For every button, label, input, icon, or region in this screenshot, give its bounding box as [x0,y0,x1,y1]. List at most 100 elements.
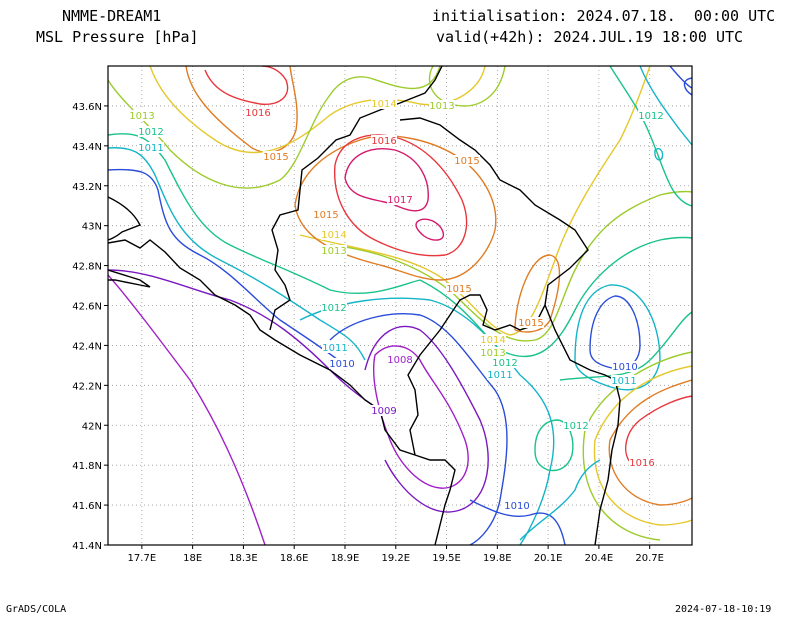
contour-label: 1013 [480,348,505,359]
contour-1015-center [294,135,497,281]
contour-label-bg [263,151,289,162]
contour-1017-small [415,218,445,241]
lat-tick-label: 42.6N [72,302,102,313]
lon-tick-label: 18.6E [280,553,309,564]
contour-label-bg [322,342,348,353]
border-kosovo [544,304,621,545]
contour-label: 1014 [371,99,396,110]
lat-tick-label: 42.2N [72,381,102,392]
lat-tick-label: 42N [82,421,102,432]
contour-label-bg [612,361,638,372]
contour-label-bg [518,317,544,328]
contour-label: 1013 [321,246,346,257]
contour-label-bg [321,229,347,240]
contour-1011-east [574,284,661,391]
contour-1014-se [593,365,692,526]
contour-label-bg [321,245,347,256]
lon-tick-label: 19.2E [381,553,410,564]
contour-layer [108,66,692,545]
contour-label: 1015 [454,156,479,167]
contour-1012-south [559,311,692,381]
contour-label: 1013 [429,101,454,112]
contour-1008-low [372,345,469,489]
lon-tick-label: 18.3E [229,553,258,564]
contour-label-bg [329,358,355,369]
contour-label-bg [480,334,506,345]
lon-tick-label: 20.1E [534,553,563,564]
contour-label: 1014 [321,230,346,241]
contour-label: 1011 [138,143,163,154]
contour-label: 1016 [245,108,270,119]
footer-left: GrADS/COLA [6,604,67,615]
contour-label: 1011 [611,376,636,387]
contour-label-bg [629,457,655,468]
grid-lines [108,66,692,546]
contour-label-bg [492,357,518,368]
contour-label: 1012 [638,111,663,122]
coastline [108,196,456,545]
contour-label-bg [563,420,589,431]
contour-label-bg [321,302,347,313]
lat-tick-label: 43.2N [72,182,102,193]
axis-ticks: 17.7E 18E 18.3E 18.6E 18.9E 19.2E 19.5E 19.8E 20… [72,102,664,564]
lat-tick-label: 42.4N [72,341,102,352]
contour-1010-low [329,313,508,545]
contour-label-bg [487,369,513,380]
contour-label: 1013 [129,111,154,122]
contour-label: 1014 [480,335,505,346]
contour-1013-mid [329,190,692,342]
init-time: initialisation: 2024.07.18. 00:00 UTC [432,7,776,25]
lon-tick-label: 20.7E [635,553,664,564]
lat-tick-label: 41.4N [72,541,102,552]
contour-1017 [344,148,429,212]
contour-1012-ne [609,66,692,207]
contour-label: 1010 [329,359,354,370]
contour-label: 1016 [371,136,396,147]
contour-label: 1008 [387,355,412,366]
lon-tick-label: 19.5E [432,553,461,564]
contour-label-bg [638,110,664,121]
contour-label-bg [129,110,155,121]
contour-1010-east [589,295,641,370]
contour-label: 1017 [387,195,412,206]
contour-label-bg [454,155,480,166]
contour-1012-mid [419,236,692,357]
contour-label-bg [371,135,397,146]
lon-tick-label: 20.4E [585,553,614,564]
contour-label: 1010 [612,362,637,373]
contour-label-bg [387,194,413,205]
variable-title: MSL Pressure [hPa] [36,28,199,46]
contour-label-bg [387,354,413,365]
contour-label: 1016 [629,458,654,469]
contour-1013-ring [428,66,506,107]
contour-label-bg [504,500,530,511]
contour-1015-nw [185,66,298,153]
contour-1013-top [108,66,441,189]
contour-1016-east [624,395,692,463]
valid-time: valid(+42h): 2024.JUL.19 18:00 UTC [436,28,744,46]
contour-label: 1011 [322,343,347,354]
contour-label: 1012 [492,358,517,369]
contour-1011-left [108,147,366,361]
contour-label-bg [138,142,164,153]
contour-label: 1009 [371,406,396,417]
border-montenegro [269,66,443,331]
contour-label-bg [245,107,271,118]
lon-tick-label: 19.8E [483,553,512,564]
contour-label: 1015 [263,152,288,163]
contour-label: 1015 [313,210,338,221]
lat-tick-label: 41.8N [72,461,102,472]
contour-label-bg [138,126,164,137]
contour-1011-ne [639,66,692,146]
contour-1015-east [514,254,561,333]
contour-label: 1012 [138,127,163,138]
contour-label-bg [371,405,397,416]
contour-label-bg [429,100,455,111]
lon-tick-label: 18E [183,553,202,564]
lon-tick-label: 18.9E [331,553,360,564]
contour-label: 1015 [518,318,543,329]
contour-label: 1011 [487,370,512,381]
contour-1010-south [469,499,566,545]
